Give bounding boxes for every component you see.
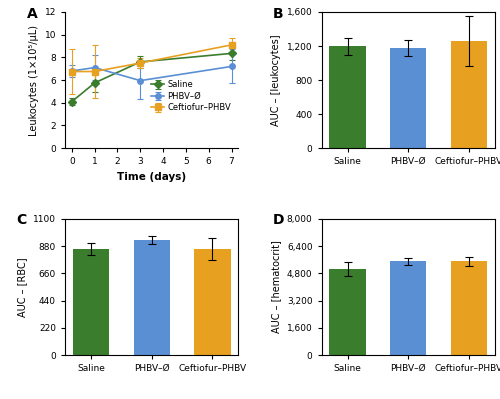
Text: B: B [273,6,283,20]
Bar [73,249,110,355]
Bar [330,269,366,355]
Text: C: C [16,213,26,227]
Bar [194,249,230,355]
Text: D: D [273,213,284,227]
Text: A: A [27,6,38,20]
Bar [390,48,426,148]
Bar [450,261,487,355]
Legend: Saline, PHBV–Ø, Ceftiofur–PHBV: Saline, PHBV–Ø, Ceftiofur–PHBV [148,77,234,116]
Bar [390,261,426,355]
Bar [450,41,487,148]
Y-axis label: AUC – [leukocytes]: AUC – [leukocytes] [272,34,281,126]
Y-axis label: AUC – [RBC]: AUC – [RBC] [18,257,28,317]
Y-axis label: Leukocytes (1×10⁵/μL): Leukocytes (1×10⁵/μL) [29,25,39,136]
Bar [330,46,366,148]
X-axis label: Time (days): Time (days) [117,172,186,182]
Bar [134,240,170,355]
Y-axis label: AUC – [hematocrit]: AUC – [hematocrit] [272,241,281,334]
